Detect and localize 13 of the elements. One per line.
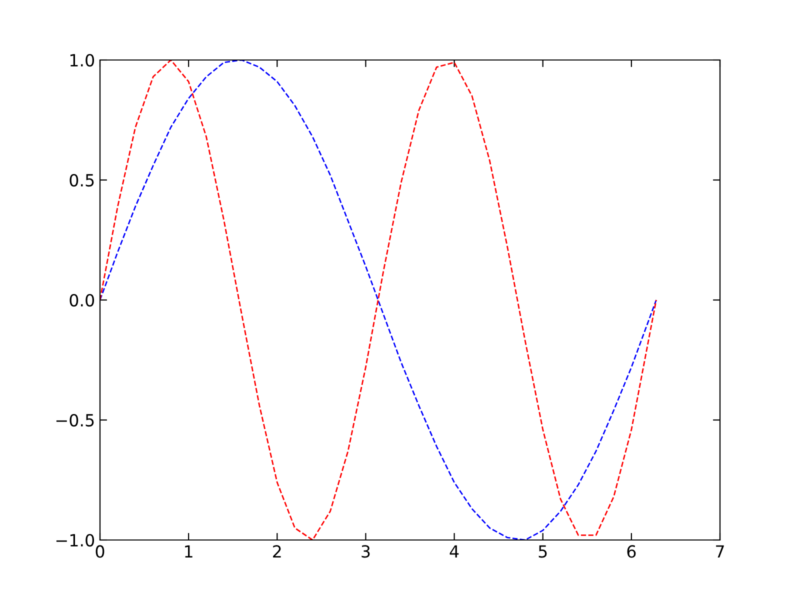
x-tick-label: 7 bbox=[716, 545, 724, 558]
x-tick-label: 5 bbox=[538, 545, 547, 558]
x-tick-label: 4 bbox=[450, 545, 459, 558]
y-tick-label: 0.0 bbox=[70, 294, 94, 307]
x-tick-label: 6 bbox=[627, 545, 636, 558]
y-tick-label: 0.5 bbox=[70, 174, 94, 187]
x-tick-label: 1 bbox=[185, 545, 192, 558]
y-tick-label: 1.0 bbox=[70, 54, 94, 67]
x-tick-label: 2 bbox=[273, 545, 281, 558]
x-tick-label: 3 bbox=[362, 545, 370, 558]
y-tick-label: −1.0 bbox=[56, 534, 94, 547]
x-tick-label: 0 bbox=[96, 545, 104, 558]
y-tick-label: −0.5 bbox=[56, 414, 94, 427]
